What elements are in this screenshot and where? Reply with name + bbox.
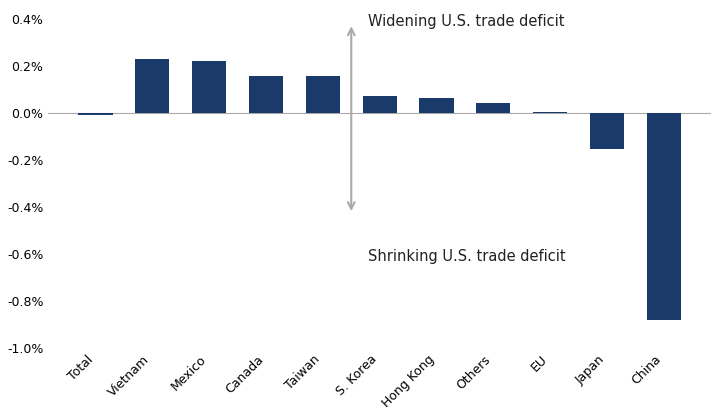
Bar — [249, 76, 283, 113]
Bar — [306, 76, 340, 113]
Bar — [135, 59, 169, 113]
Bar — [647, 113, 681, 320]
Bar — [192, 61, 226, 113]
Text: Shrinking U.S. trade deficit: Shrinking U.S. trade deficit — [368, 249, 566, 264]
Bar — [476, 103, 510, 113]
Text: Widening U.S. trade deficit: Widening U.S. trade deficit — [368, 14, 565, 29]
Bar — [590, 113, 624, 149]
Bar — [78, 113, 113, 115]
Bar — [363, 96, 397, 113]
Bar — [533, 112, 567, 113]
Bar — [419, 98, 454, 113]
